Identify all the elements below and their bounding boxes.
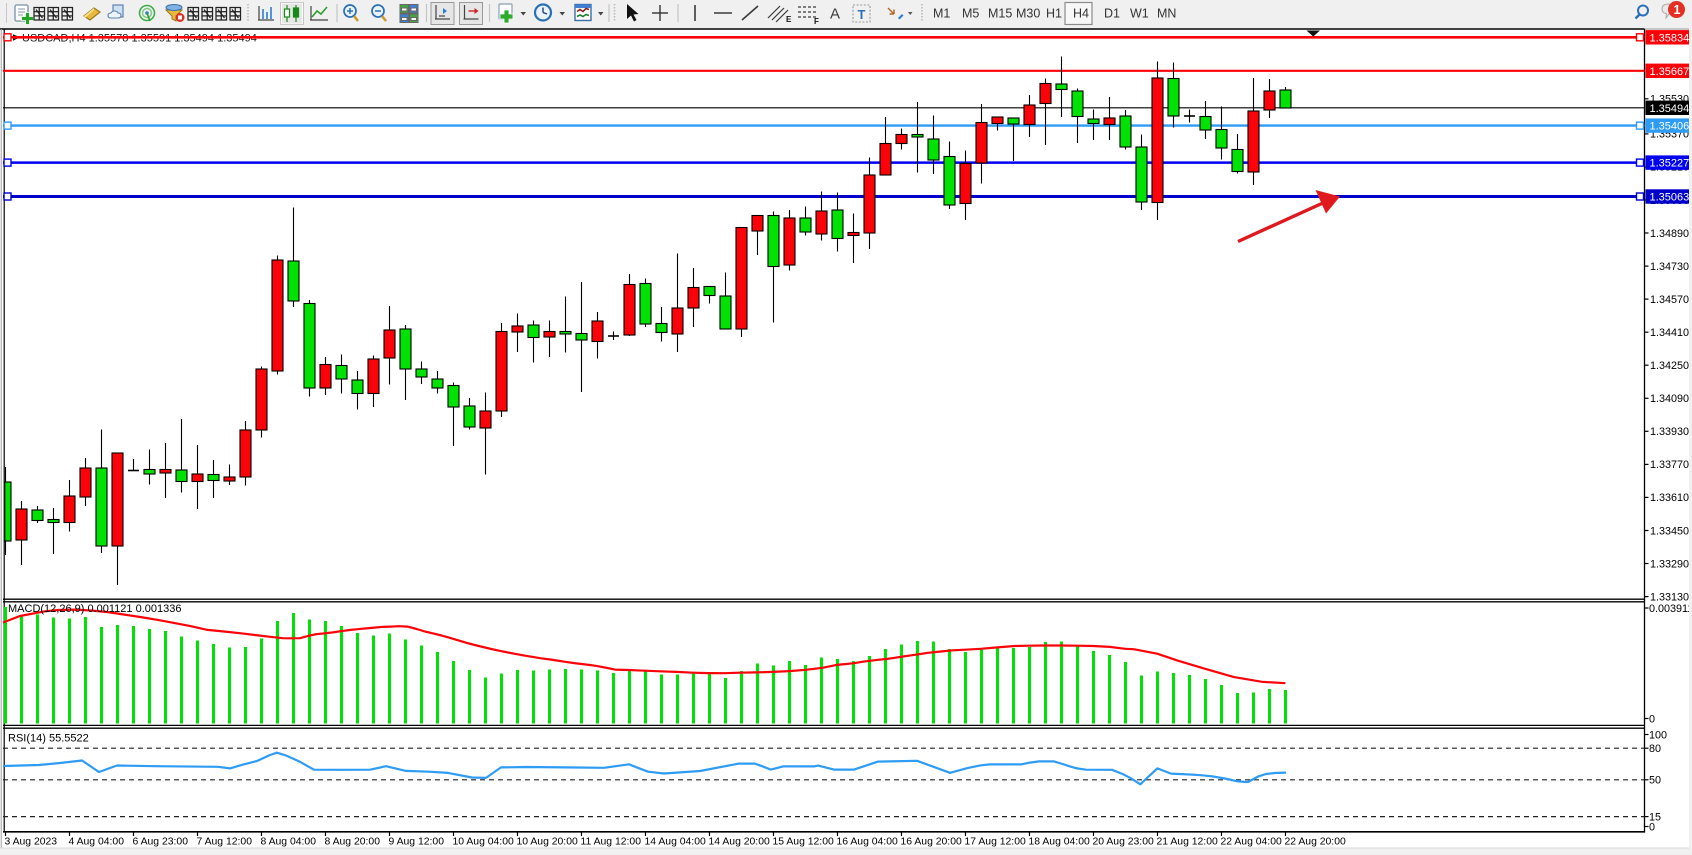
svg-text:MACD(12,26,9) 0.001121 0.00133: MACD(12,26,9) 0.001121 0.001336 (8, 603, 181, 615)
svg-text:80: 80 (1649, 743, 1661, 755)
svg-text:22 Aug 20:00: 22 Aug 20:00 (1285, 837, 1346, 848)
svg-text:16 Aug 04:00: 16 Aug 04:00 (837, 837, 898, 848)
svg-text:1.33290: 1.33290 (1650, 558, 1689, 570)
svg-text:1.33770: 1.33770 (1650, 459, 1689, 471)
svg-text:0.003911: 0.003911 (1649, 603, 1692, 615)
svg-text:10 Aug 04:00: 10 Aug 04:00 (453, 837, 514, 848)
svg-text:T: T (858, 7, 866, 22)
svg-text:1.33450: 1.33450 (1650, 525, 1689, 537)
svg-text:H1: H1 (1046, 7, 1062, 21)
svg-text:M15: M15 (988, 7, 1012, 21)
svg-text:1.34890: 1.34890 (1650, 228, 1689, 240)
svg-text:1.34570: 1.34570 (1650, 294, 1689, 306)
svg-text:1.35227: 1.35227 (1650, 158, 1690, 170)
svg-text:M5: M5 (962, 7, 979, 21)
svg-text:15 Aug 12:00: 15 Aug 12:00 (773, 837, 834, 848)
svg-text:8 Aug 04:00: 8 Aug 04:00 (261, 837, 317, 848)
svg-text:50: 50 (1649, 775, 1661, 787)
svg-text:18 Aug 04:00: 18 Aug 04:00 (1029, 837, 1090, 848)
svg-text:6 Aug 23:00: 6 Aug 23:00 (133, 837, 189, 848)
svg-text:M30: M30 (1016, 7, 1040, 21)
svg-text:15: 15 (1649, 811, 1661, 823)
svg-text:0: 0 (1649, 821, 1655, 833)
svg-text:3 Aug 2023: 3 Aug 2023 (5, 837, 58, 848)
svg-text:D1: D1 (1104, 7, 1120, 21)
svg-text:1.33930: 1.33930 (1650, 426, 1689, 438)
svg-text:14 Aug 20:00: 14 Aug 20:00 (709, 837, 770, 848)
svg-text:1.34410: 1.34410 (1650, 327, 1689, 339)
svg-text:9 Aug 12:00: 9 Aug 12:00 (389, 837, 445, 848)
svg-text:10 Aug 20:00: 10 Aug 20:00 (517, 837, 578, 848)
svg-text:W1: W1 (1130, 7, 1149, 21)
svg-text:17 Aug 12:00: 17 Aug 12:00 (965, 837, 1026, 848)
svg-text:1.35494: 1.35494 (1650, 103, 1690, 115)
svg-text:1.35063: 1.35063 (1650, 192, 1690, 204)
svg-text:A: A (830, 6, 840, 23)
svg-text:11 Aug 12:00: 11 Aug 12:00 (581, 837, 642, 848)
svg-text:4 Aug 04:00: 4 Aug 04:00 (69, 837, 125, 848)
svg-text:1: 1 (1674, 3, 1681, 17)
svg-text:1.34090: 1.34090 (1650, 393, 1689, 405)
svg-text:1.35667: 1.35667 (1650, 66, 1690, 78)
svg-text:100: 100 (1649, 729, 1667, 741)
svg-text:E: E (786, 15, 792, 24)
svg-text:1.35834: 1.35834 (1650, 32, 1690, 44)
svg-text:1.33130: 1.33130 (1650, 591, 1689, 603)
svg-text:F: F (814, 17, 819, 26)
svg-text:H4: H4 (1073, 7, 1089, 21)
svg-text:14 Aug 04:00: 14 Aug 04:00 (645, 837, 706, 848)
svg-text:1.34730: 1.34730 (1650, 261, 1689, 273)
svg-text:1.33610: 1.33610 (1650, 492, 1689, 504)
svg-text:16 Aug 20:00: 16 Aug 20:00 (901, 837, 962, 848)
svg-text:1.34250: 1.34250 (1650, 360, 1689, 372)
svg-text:RSI(14) 55.5522: RSI(14) 55.5522 (8, 733, 89, 745)
svg-text:8 Aug 20:00: 8 Aug 20:00 (325, 837, 381, 848)
svg-text:MN: MN (1157, 7, 1176, 21)
svg-text:20 Aug 23:00: 20 Aug 23:00 (1093, 837, 1154, 848)
svg-text:0: 0 (1649, 713, 1655, 725)
svg-text:7 Aug 12:00: 7 Aug 12:00 (197, 837, 253, 848)
svg-text:21 Aug 12:00: 21 Aug 12:00 (1157, 837, 1218, 848)
svg-text:22 Aug 04:00: 22 Aug 04:00 (1221, 837, 1282, 848)
svg-text:M1: M1 (933, 7, 950, 21)
svg-text:1.35406: 1.35406 (1650, 121, 1690, 133)
